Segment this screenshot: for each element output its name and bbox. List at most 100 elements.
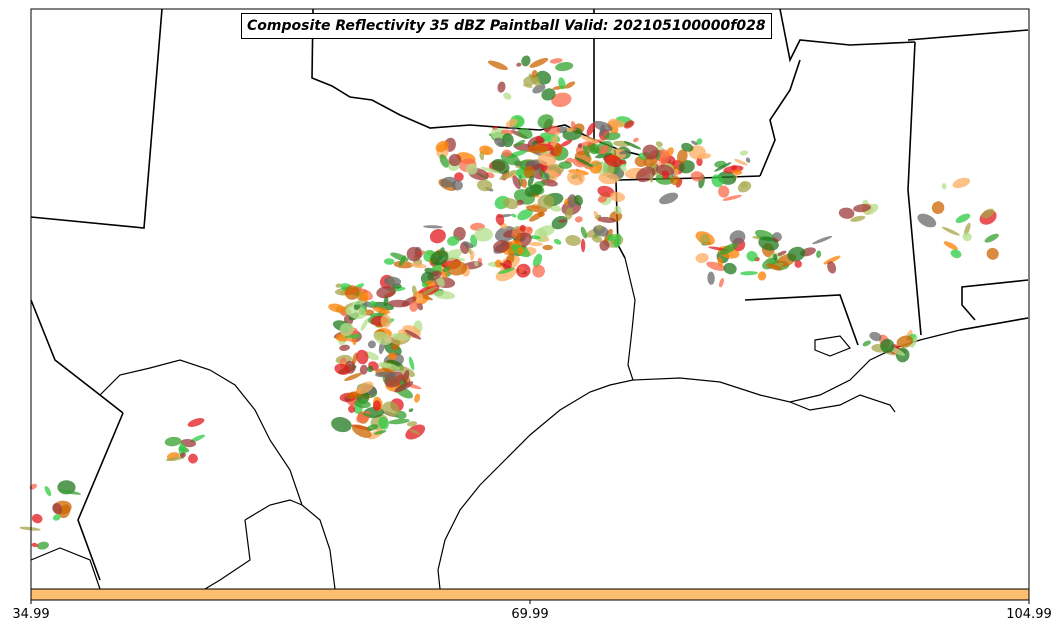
reflectivity-blob <box>598 145 610 155</box>
reflectivity-blob <box>359 291 369 303</box>
reflectivity-blob <box>365 424 379 432</box>
reflectivity-blob <box>346 305 367 319</box>
reflectivity-blob <box>529 57 549 68</box>
reflectivity-blob <box>408 356 415 371</box>
reflectivity-blob <box>707 271 715 285</box>
reflectivity-blob <box>367 340 376 349</box>
reflectivity-blob <box>558 77 566 90</box>
reflectivity-blob <box>574 194 583 206</box>
reflectivity-blob <box>498 267 515 275</box>
reflectivity-blob <box>986 247 999 260</box>
reflectivity-blob <box>696 138 703 145</box>
reflectivity-blob <box>369 300 376 308</box>
reflectivity-blob <box>732 169 743 175</box>
reflectivity-blob <box>348 405 356 413</box>
reflectivity-blob <box>434 290 456 300</box>
reflectivity-blob <box>551 92 572 108</box>
reflectivity-blob <box>435 140 449 153</box>
reflectivity-blob <box>411 285 417 296</box>
reflectivity-blob <box>537 114 554 129</box>
reflectivity-blob <box>862 340 871 347</box>
reflectivity-blob <box>597 216 616 223</box>
reflectivity-blob <box>599 240 610 251</box>
reflectivity-blob <box>731 165 738 171</box>
reflectivity-blob <box>537 153 557 167</box>
reflectivity-blob <box>339 322 354 337</box>
reflectivity-blob <box>479 145 494 156</box>
reflectivity-blob <box>344 285 360 300</box>
reflectivity-blob <box>501 129 513 135</box>
reflectivity-blob <box>542 244 553 251</box>
reflectivity-blob <box>758 236 779 251</box>
reflectivity-blob <box>696 153 712 160</box>
reflectivity-blob <box>436 276 445 287</box>
reflectivity-blob <box>532 253 543 268</box>
reflectivity-blob <box>493 240 510 253</box>
reflectivity-blob <box>560 139 573 147</box>
reflectivity-blob <box>344 372 362 382</box>
map-title: Composite Reflectivity 35 dBZ Paintball … <box>241 13 772 39</box>
reflectivity-blob <box>537 211 545 218</box>
reflectivity-blob <box>447 236 460 246</box>
reflectivity-blob <box>950 249 962 259</box>
reflectivity-blob <box>36 541 49 550</box>
reflectivity-blob <box>383 258 395 265</box>
reflectivity-blob <box>773 253 778 261</box>
reflectivity-blob <box>827 261 837 274</box>
reflectivity-blob <box>179 452 186 458</box>
reflectivity-blob <box>608 118 625 128</box>
reflectivity-blob <box>943 241 958 250</box>
reflectivity-blob <box>391 332 409 341</box>
reflectivity-blob <box>521 55 531 67</box>
reflectivity-blob <box>794 260 802 268</box>
reflectivity-blob <box>676 149 688 164</box>
reflectivity-blob <box>423 225 443 229</box>
reflectivity-blob <box>549 58 563 64</box>
coastline <box>437 257 1029 590</box>
reflectivity-blob <box>511 213 517 218</box>
reflectivity-blob <box>165 456 185 462</box>
reflectivity-blob <box>567 170 585 186</box>
reflectivity-blob <box>352 338 357 346</box>
reflectivity-blob <box>31 542 38 548</box>
reflectivity-blob <box>599 124 606 137</box>
reflectivity-blob <box>729 230 746 245</box>
reflectivity-blob <box>597 185 615 198</box>
reflectivity-blob <box>421 282 429 288</box>
reflectivity-blob <box>787 246 806 262</box>
reflectivity-blob <box>718 185 730 198</box>
reflectivity-blob <box>476 179 493 192</box>
reflectivity-blob <box>517 208 533 221</box>
reflectivity-blob <box>524 184 543 197</box>
reflectivity-blob <box>367 365 374 373</box>
reflectivity-blob <box>502 259 512 271</box>
reflectivity-blob <box>388 418 410 425</box>
reflectivity-blob <box>522 84 533 88</box>
reflectivity-blob <box>409 301 419 312</box>
reflectivity-blob <box>588 143 600 155</box>
reflectivity-blob <box>695 253 709 263</box>
reflectivity-blob <box>614 205 622 215</box>
reflectivity-blob <box>582 145 590 158</box>
reflectivity-blob <box>603 154 623 168</box>
reflectivity-blob <box>711 174 724 188</box>
reflectivity-blob <box>477 257 483 263</box>
reflectivity-blob <box>577 143 583 149</box>
colorbar-tick-label-mid: 69.99 <box>511 607 549 622</box>
reflectivity-blob <box>406 246 422 262</box>
reflectivity-blob <box>387 352 398 360</box>
reflectivity-blob <box>574 216 583 223</box>
reflectivity-blob <box>706 261 726 271</box>
reflectivity-blob <box>618 150 630 155</box>
reflectivity-blob <box>553 143 563 157</box>
reflectivity-blob <box>565 235 581 246</box>
reflectivity-blob <box>505 118 518 128</box>
reflectivity-blob <box>466 163 478 175</box>
reflectivity-blob <box>917 213 937 228</box>
reflectivity-blob <box>963 222 971 236</box>
reflectivity-blob <box>984 233 999 243</box>
reflectivity-blob <box>444 249 462 261</box>
reflectivity-blob <box>356 349 369 365</box>
reflectivity-blob <box>823 255 841 265</box>
reflectivity-blob <box>502 149 512 158</box>
